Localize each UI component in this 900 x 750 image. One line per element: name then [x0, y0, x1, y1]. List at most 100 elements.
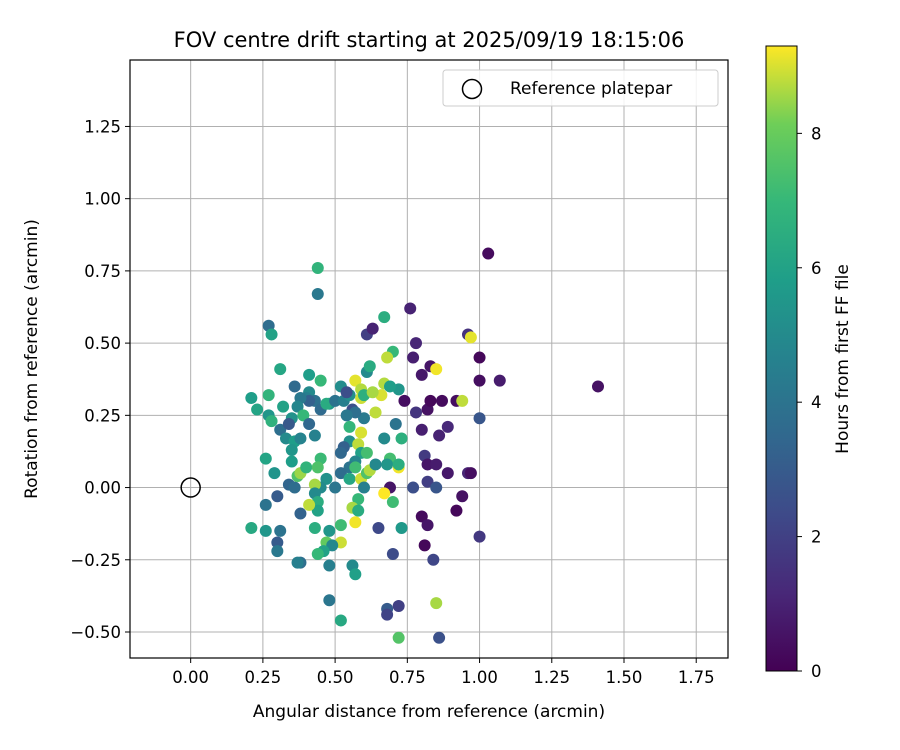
data-point — [392, 631, 405, 644]
data-point — [334, 614, 347, 627]
data-point — [326, 539, 339, 552]
data-point — [308, 522, 321, 534]
data-point — [277, 400, 290, 413]
data-point — [340, 386, 353, 399]
y-tick-label: 1.00 — [84, 190, 121, 209]
data-point — [427, 553, 440, 566]
data-point — [430, 363, 443, 376]
legend-label: Reference platepar — [510, 79, 672, 99]
data-point — [308, 478, 321, 491]
data-point — [285, 444, 298, 456]
data-point — [311, 262, 324, 274]
data-point — [349, 461, 362, 474]
y-axis-ticks: −0.50 −0.25 0.00 0.25 0.50 0.75 1.00 1.25 — [70, 117, 130, 642]
data-point — [421, 519, 434, 532]
data-point — [300, 461, 313, 474]
data-point — [493, 374, 506, 387]
data-point — [430, 597, 443, 610]
legend-marker-icon — [461, 78, 483, 100]
data-point — [430, 481, 443, 494]
data-point — [450, 504, 463, 517]
colorbar: 0 2 4 6 8 Hours from first FF file — [765, 45, 853, 681]
data-point — [334, 467, 347, 480]
data-point — [282, 418, 295, 430]
colorbar-tick-label: 4 — [811, 393, 822, 412]
data-point — [473, 530, 486, 543]
legend-box — [442, 69, 719, 107]
data-point — [355, 426, 368, 439]
reference-point — [180, 477, 201, 498]
data-point — [418, 539, 431, 552]
data-point — [294, 507, 307, 520]
data-point — [358, 481, 370, 494]
data-point — [259, 498, 272, 511]
data-point — [285, 455, 298, 468]
data-point — [392, 600, 405, 612]
data-point — [473, 412, 486, 425]
data-point — [415, 368, 428, 381]
data-point — [323, 559, 336, 572]
data-point — [329, 394, 342, 407]
data-point — [291, 556, 304, 569]
data-point — [436, 394, 448, 407]
colorbar-tick-label: 0 — [811, 662, 822, 681]
data-point — [378, 432, 391, 445]
data-point — [265, 415, 278, 428]
data-point — [424, 394, 437, 407]
data-point — [352, 504, 365, 517]
data-point — [303, 368, 316, 381]
x-tick-label: 0.75 — [389, 668, 426, 687]
y-tick-label: 1.25 — [84, 117, 121, 136]
data-point — [386, 496, 399, 508]
data-point — [323, 524, 336, 537]
data-point — [262, 389, 275, 402]
data-point — [311, 504, 324, 517]
data-point — [334, 519, 347, 532]
data-point — [386, 548, 399, 560]
colorbar-label: Hours from first FF file — [833, 264, 853, 454]
data-point — [384, 380, 396, 393]
data-point — [410, 337, 422, 350]
chart-title: FOV centre drift starting at 2025/09/19 … — [174, 28, 685, 52]
data-point — [410, 406, 422, 419]
legend: Reference platepar — [442, 69, 719, 107]
data-point — [456, 394, 469, 407]
data-point — [415, 423, 428, 436]
colorbar-gradient — [765, 45, 798, 672]
data-points — [245, 247, 604, 644]
data-point — [343, 472, 356, 485]
data-point — [271, 545, 284, 558]
y-tick-label: 0.50 — [84, 334, 121, 353]
data-point — [329, 481, 342, 494]
data-point — [271, 490, 284, 503]
y-tick-label: 0.00 — [84, 479, 121, 498]
data-point — [473, 351, 486, 364]
data-point — [308, 429, 321, 442]
data-point — [314, 374, 327, 387]
data-point — [482, 247, 495, 260]
data-point — [372, 522, 385, 534]
data-point — [303, 418, 316, 430]
data-point — [415, 510, 428, 523]
colorbar-tick-label: 2 — [811, 528, 822, 547]
data-point — [381, 351, 394, 364]
x-axis-ticks: 0.00 0.25 0.50 0.75 1.00 1.25 1.50 1.75 — [172, 658, 715, 687]
data-point — [245, 392, 258, 404]
data-point — [265, 328, 278, 341]
data-point — [297, 409, 310, 422]
data-point — [473, 374, 486, 387]
data-point — [369, 458, 382, 471]
data-point — [407, 481, 420, 494]
data-point — [421, 458, 434, 471]
x-axis-label: Angular distance from reference (arcmin) — [253, 702, 605, 722]
data-point — [259, 524, 272, 537]
data-point — [433, 631, 446, 644]
data-point — [291, 400, 304, 413]
data-point — [343, 420, 356, 433]
data-point — [259, 452, 272, 465]
data-point — [441, 467, 454, 480]
data-point — [311, 548, 324, 560]
data-point — [464, 467, 477, 480]
data-point — [288, 380, 301, 393]
